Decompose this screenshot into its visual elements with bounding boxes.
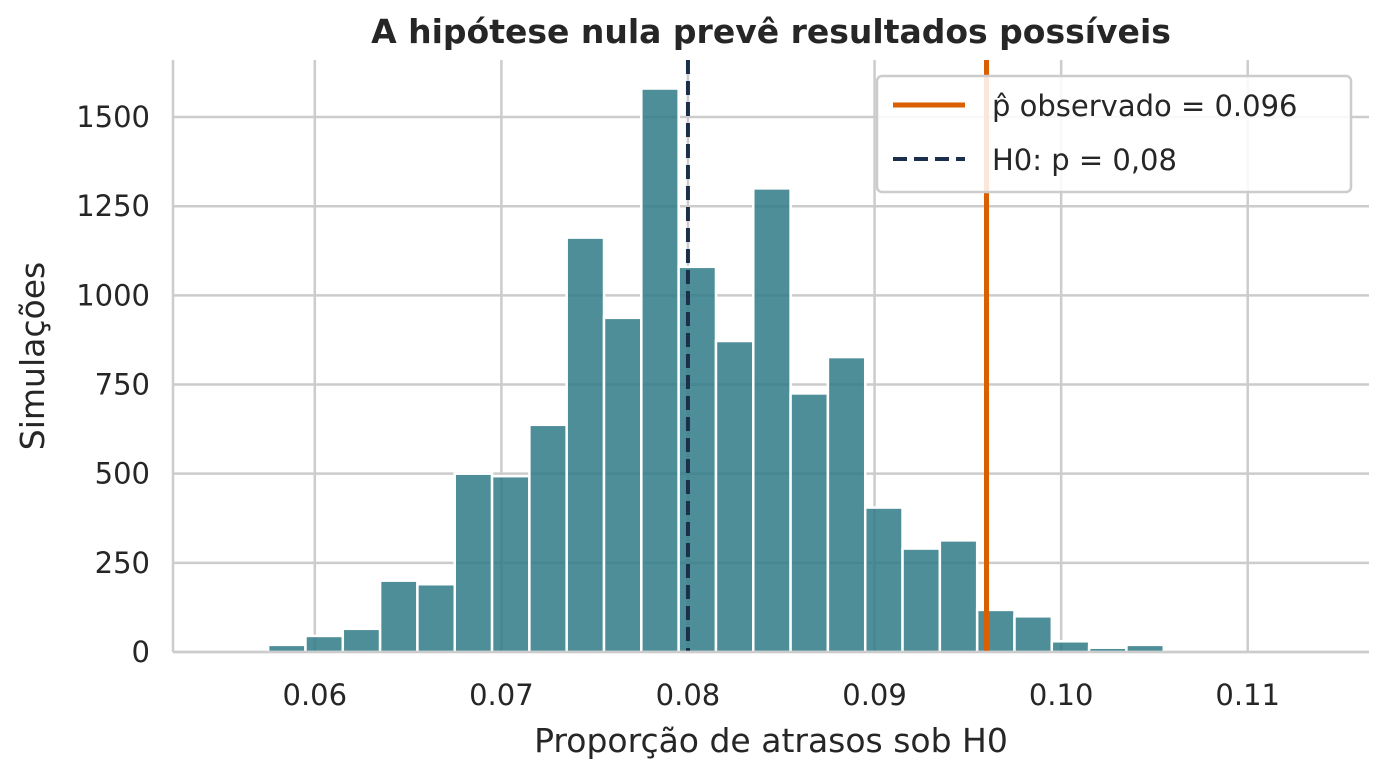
legend-label-h0: H0: p = 0,08: [992, 143, 1177, 177]
x-tick-label: 0.07: [469, 678, 534, 712]
histogram-bar: [528, 423, 568, 654]
x-tick-label: 0.10: [1029, 678, 1094, 712]
y-tick-label: 750: [95, 368, 150, 402]
histogram-bar: [714, 339, 755, 654]
y-tick-label: 0: [132, 635, 150, 669]
y-tick-label: 1500: [76, 100, 150, 134]
histogram-bar: [752, 187, 792, 654]
histogram-bar: [826, 355, 867, 654]
y-tick-label: 1000: [76, 278, 150, 312]
histogram-bar: [490, 474, 531, 654]
legend: p̂ observado = 0.096 H0: p = 0,08: [875, 74, 1353, 194]
histogram-bar: [1050, 640, 1091, 654]
histogram-bar: [640, 87, 680, 654]
legend-label-observed: p̂ observado = 0.096: [992, 89, 1298, 123]
x-tick-label: 0.09: [842, 678, 907, 712]
histogram-bar: [378, 579, 419, 654]
histogram-bar: [341, 627, 382, 654]
legend-box: [875, 74, 1353, 194]
y-tick-label: 250: [95, 546, 150, 580]
histogram-bar: [901, 547, 942, 654]
histogram-bar: [416, 582, 456, 654]
x-axis-label: Proporção de atrasos sob H0: [534, 721, 1008, 760]
y-tick-labels: 0 250 500 750 1000 1250 1500: [76, 100, 150, 669]
histogram-bar: [602, 316, 643, 654]
histogram-bar: [565, 236, 606, 654]
axes-frame: [171, 60, 1369, 654]
bars: [266, 87, 1166, 654]
histogram-bar: [677, 265, 718, 654]
x-tick-label: 0.11: [1215, 678, 1280, 712]
histogram-bar: [863, 506, 904, 654]
x-tick-labels: 0.06 0.07 0.08 0.09 0.10 0.11: [283, 678, 1280, 712]
histogram-bar: [453, 472, 494, 654]
histogram-bar: [789, 392, 830, 654]
y-tick-label: 1250: [76, 189, 150, 223]
y-tick-label: 500: [95, 457, 150, 491]
y-axis-label: Simulações: [13, 262, 52, 450]
x-tick-label: 0.06: [283, 678, 348, 712]
chart-title: A hipótese nula prevê resultados possíve…: [371, 12, 1171, 51]
histogram-bar: [975, 608, 1016, 654]
histogram-bar: [1013, 615, 1054, 654]
histogram-bar: [938, 539, 979, 654]
x-tick-label: 0.08: [656, 678, 721, 712]
histogram-bar: [304, 634, 345, 654]
